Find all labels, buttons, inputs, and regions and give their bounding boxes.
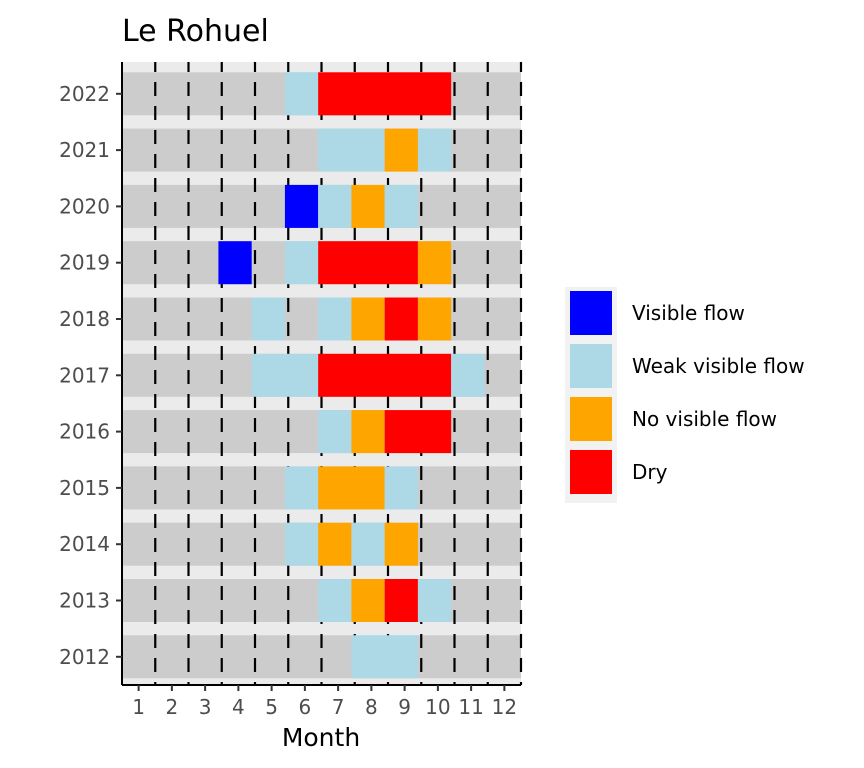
observation-cell [318, 353, 452, 397]
x-tick-label: 12 [492, 695, 517, 719]
axes: 2012 2013 2014 2015 2016 2017 2018 2019 2020 2021… [59, 62, 521, 719]
observation-cell [318, 410, 352, 454]
observation-cell [451, 353, 485, 397]
observation-cell [218, 241, 252, 285]
y-tick-label: 2019 [59, 251, 110, 275]
observation-cell [417, 579, 452, 622]
observation-cell [318, 466, 385, 510]
y-tick-label: 2020 [59, 194, 110, 218]
observation-cell [284, 522, 319, 566]
observation-cell [417, 297, 452, 341]
x-tick-label: 10 [425, 695, 450, 719]
observation-cell [384, 128, 418, 172]
observation-cell [417, 241, 452, 285]
x-tick-label: 4 [232, 695, 245, 719]
legend: Visible flow Weak visible flow No visible … [565, 287, 805, 503]
legend-label: Visible flow [632, 301, 745, 325]
observation-cell [351, 184, 385, 228]
y-tick-label: 2013 [59, 589, 110, 613]
observation-cell [318, 184, 352, 228]
observation-cell [318, 241, 418, 285]
y-tick-label: 2021 [59, 138, 110, 162]
plot-panel [122, 62, 523, 685]
legend-key [570, 291, 612, 335]
legend-key [570, 397, 612, 441]
legend-label: Dry [632, 460, 668, 484]
x-tick-label: 6 [299, 695, 312, 719]
x-tick-label: 8 [365, 695, 378, 719]
observation-cell [284, 241, 319, 285]
observation-cell [318, 72, 452, 116]
observation-cell [384, 522, 418, 566]
observation-cell [351, 410, 385, 454]
observation-cell [318, 297, 352, 341]
observation-cell [251, 297, 285, 341]
y-tick-label: 2018 [59, 307, 110, 331]
y-tick-label: 2014 [59, 532, 110, 556]
observation-cell [318, 522, 352, 566]
observation-cell [318, 579, 352, 622]
observation-cell [384, 466, 418, 510]
x-tick-label: 1 [132, 695, 145, 719]
observation-cell [351, 522, 385, 566]
observation-cell [351, 579, 385, 622]
observation-cell [351, 297, 385, 341]
x-tick-label: 5 [265, 695, 278, 719]
chart-title: Le Rohuel [122, 14, 269, 49]
observation-cell [318, 128, 385, 172]
y-tick-label: 2017 [59, 363, 110, 387]
y-tick-label: 2012 [59, 645, 110, 669]
observation-cell [417, 128, 452, 172]
observation-cell [351, 635, 418, 679]
x-tick-label: 3 [199, 695, 212, 719]
x-tick-label: 7 [332, 695, 345, 719]
observation-cell [384, 297, 418, 341]
legend-label: Weak visible flow [632, 354, 805, 378]
y-tick-label: 2016 [59, 420, 110, 444]
x-axis-title: Month [282, 723, 360, 752]
x-tick-label: 9 [398, 695, 411, 719]
y-tick-label: 2022 [59, 82, 110, 106]
observation-cell [384, 579, 418, 622]
y-tick-label: 2015 [59, 476, 110, 500]
legend-label: No visible flow [632, 407, 777, 431]
observation-cell [284, 466, 319, 510]
observation-cell [284, 184, 319, 228]
observation-cell [384, 184, 418, 228]
observation-cell [384, 410, 452, 454]
x-tick-label: 11 [458, 695, 483, 719]
observation-cell [251, 353, 319, 397]
legend-key [570, 450, 612, 494]
x-tick-label: 2 [166, 695, 179, 719]
observation-cell [284, 72, 319, 116]
legend-key [570, 344, 612, 388]
